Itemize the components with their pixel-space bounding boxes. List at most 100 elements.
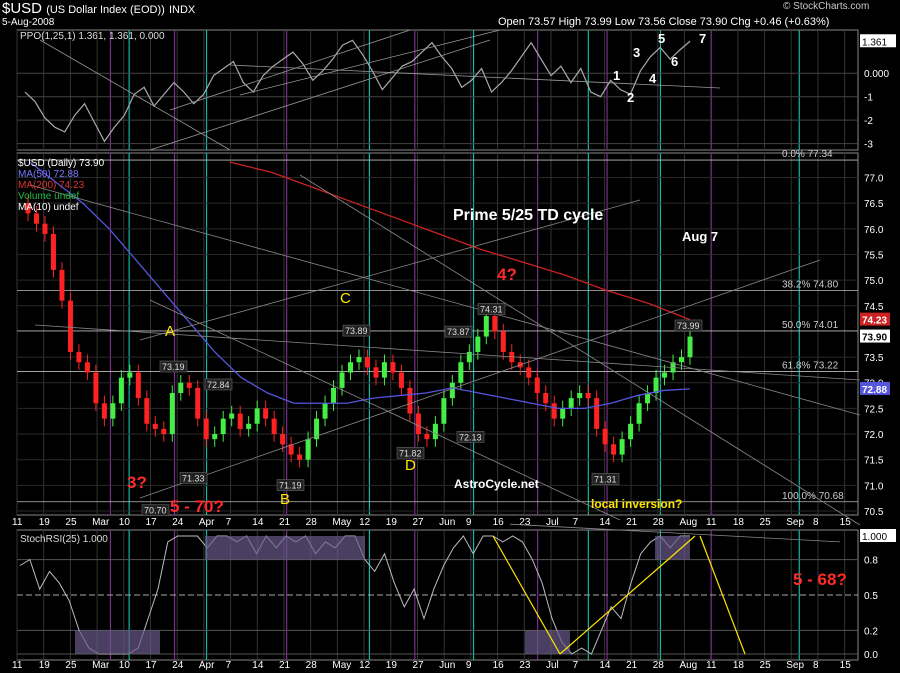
wave-a-label: A xyxy=(165,323,176,340)
candle-body xyxy=(602,428,608,445)
date-tick-label: 7 xyxy=(226,517,232,528)
candle-body xyxy=(398,372,404,388)
candle-body xyxy=(534,377,540,393)
date-tick-label: Jul xyxy=(546,660,559,671)
price-trendline xyxy=(149,299,621,521)
price-tag-ma50 xyxy=(860,381,890,395)
price-axis-label: 73.5 xyxy=(864,353,884,364)
candle-body xyxy=(229,413,235,419)
grid-lines xyxy=(16,30,846,660)
ma50-line xyxy=(29,161,691,410)
fib-label: 38.2% 74.80 xyxy=(782,279,839,290)
candle-body xyxy=(280,434,286,445)
date-tick-label: 10 xyxy=(119,660,131,671)
date-tick-label: 25 xyxy=(65,660,77,671)
price-axis-label: 76.5 xyxy=(864,199,884,210)
date-tick-label: Aug xyxy=(679,517,697,528)
date-tick-label: Sep xyxy=(786,660,804,671)
candle-body xyxy=(25,203,31,214)
candle-body xyxy=(288,444,294,455)
price-callout-text: 71.82 xyxy=(399,448,422,458)
ticker-symbol: $USD xyxy=(2,0,43,17)
stoch-oversold-shade xyxy=(525,630,570,654)
date-tick-label: Apr xyxy=(199,660,215,671)
price-axis-label: 72.5 xyxy=(864,404,884,415)
chart-date: 5-Aug-2008 xyxy=(2,17,55,28)
ppo-wave-7: 7 xyxy=(699,31,707,46)
candle-body xyxy=(101,403,107,419)
ticker-title: $USD (US Dollar Index (EOD)) INDX xyxy=(2,0,195,17)
candle-body xyxy=(178,382,184,393)
price-tag-ma50-text: 72.88 xyxy=(862,385,887,396)
price-callout-text: 70.70 xyxy=(144,506,167,516)
price-callout-text: 73.89 xyxy=(345,326,368,336)
price-callout-text: 71.19 xyxy=(279,481,302,491)
candle-body xyxy=(33,213,39,224)
candle-body xyxy=(636,403,642,424)
stoch-cycle-line xyxy=(559,535,696,655)
candle-body xyxy=(42,223,48,234)
price-callout-text: 73.19 xyxy=(162,362,185,372)
candle-body xyxy=(645,393,651,404)
candle-body xyxy=(110,403,116,419)
date-tick-label: 24 xyxy=(172,660,184,671)
candle-body xyxy=(373,367,379,378)
ma200-line xyxy=(229,161,691,321)
candle-body xyxy=(628,423,634,440)
ppo-line xyxy=(24,39,691,143)
price-callout-text: 72.84 xyxy=(207,380,230,390)
price-tag-close-text: 73.90 xyxy=(862,333,887,344)
candle-body xyxy=(466,351,472,363)
candle-body xyxy=(568,398,574,409)
candle-body xyxy=(263,408,269,419)
date-tick-label: 21 xyxy=(626,517,638,528)
price-callout-text: 71.31 xyxy=(594,474,617,484)
date-tick-label: 21 xyxy=(626,660,638,671)
date-tick-label: 19 xyxy=(39,517,51,528)
ppo-trendline xyxy=(39,39,231,151)
date-tick-label: 8 xyxy=(813,517,819,528)
date-tick-label: 7 xyxy=(573,517,579,528)
candle-body xyxy=(611,444,617,455)
price-callout-text: 74.31 xyxy=(480,305,503,315)
date-tick-label: 18 xyxy=(733,660,745,671)
date-tick-label: 8 xyxy=(813,660,819,671)
date-tick-label: 9 xyxy=(466,660,472,671)
date-tick-label: 19 xyxy=(386,660,398,671)
candle-body xyxy=(271,418,277,435)
legend-ma50: MA(50) 72.88 xyxy=(18,169,79,180)
ppo-trendline xyxy=(149,39,491,151)
date-tick-label: 28 xyxy=(306,517,318,528)
date-tick-label: 28 xyxy=(306,660,318,671)
date-tick-label: 19 xyxy=(386,517,398,528)
cycle-5-68-label: 5 - 68? xyxy=(793,570,847,589)
price-callout xyxy=(674,319,703,332)
candle-body xyxy=(560,408,566,419)
price-trendline xyxy=(34,324,861,381)
candle-body xyxy=(339,372,345,388)
aug7-label: Aug 7 xyxy=(682,229,719,244)
candle-body xyxy=(305,439,311,460)
price-callout xyxy=(159,360,188,373)
candle-body xyxy=(390,362,396,373)
ppo-wave-4: 4 xyxy=(649,71,657,86)
candle-body xyxy=(585,393,591,399)
candle-body xyxy=(679,357,685,363)
date-tick-label: 16 xyxy=(493,660,505,671)
candle-body xyxy=(127,372,133,378)
site-label: AstroCycle.net xyxy=(454,477,539,491)
date-tick-label: Aug xyxy=(679,660,697,671)
price-callout xyxy=(276,479,305,491)
candle-body xyxy=(526,367,532,378)
date-tick-label: 25 xyxy=(760,660,772,671)
candle-body xyxy=(152,423,158,429)
date-tick-label: 23 xyxy=(519,660,531,671)
ppo-panel-frame xyxy=(16,29,859,151)
price-callout xyxy=(179,472,208,484)
price-callout xyxy=(204,378,233,391)
fib-label: 0.0% 77.34 xyxy=(782,149,833,160)
candle-body xyxy=(364,357,370,368)
price-axis-label: 70.5 xyxy=(864,507,884,518)
